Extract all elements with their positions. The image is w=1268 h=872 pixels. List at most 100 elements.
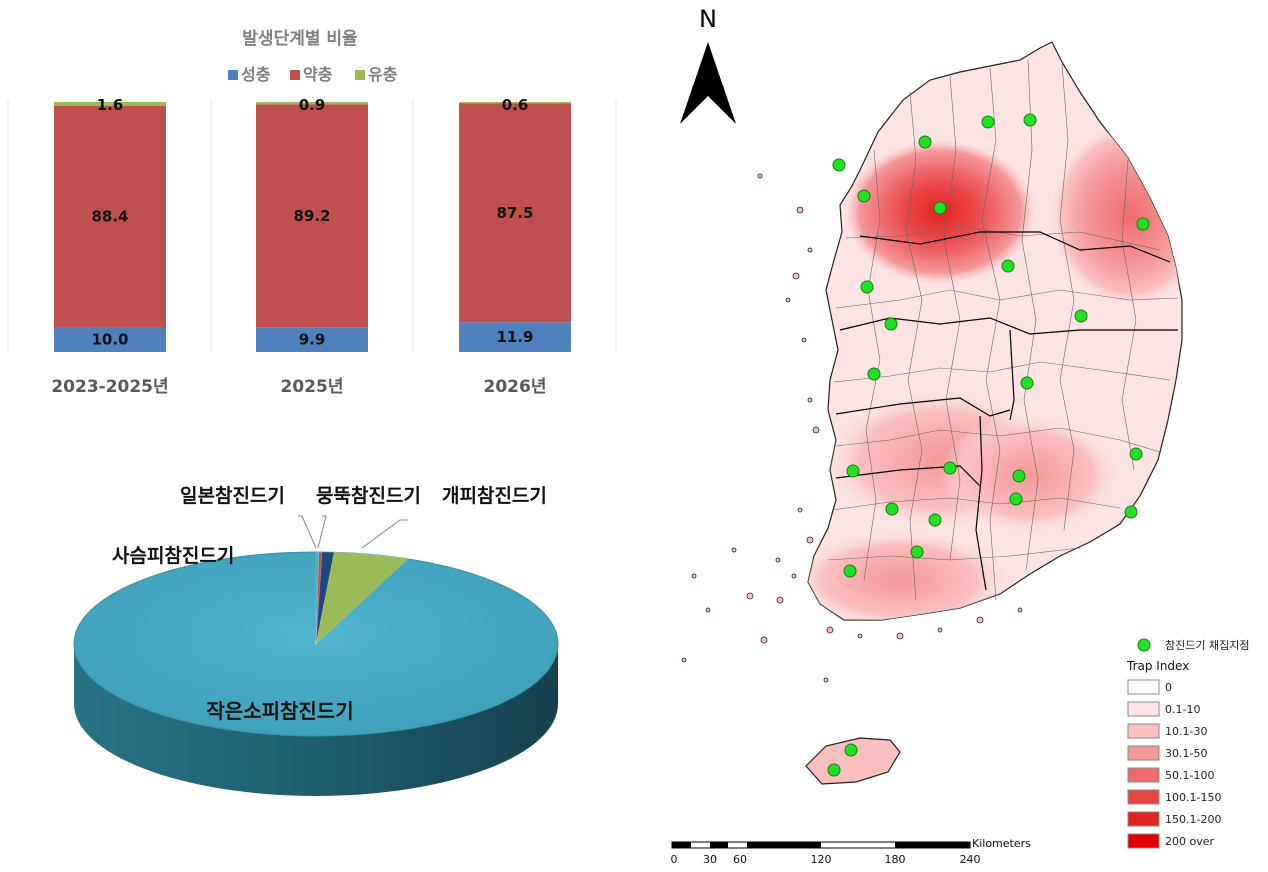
trap-index-title: Trap Index: [1126, 659, 1189, 673]
collection-site-marker: [1124, 505, 1138, 519]
species-pie-svg: 일본참진드기 뭉뚝참진드기 개피참진드기 사슴피참진드기 작은소피참진드기: [73, 485, 559, 796]
bar-data-label-1-2: 0.9: [299, 96, 326, 114]
collection-site-marker: [867, 367, 881, 381]
scale-bar: Kilometers 0 30 60 120 180 240: [671, 837, 1032, 866]
trap-index-label-5: 100.1-150: [1165, 791, 1221, 804]
korea-map-svg: N: [671, 5, 1250, 866]
heat-zone-south-central: [940, 415, 1120, 535]
trap-index-swatch-2: [1127, 723, 1160, 739]
legend-swatch-2: [355, 70, 365, 80]
scale-tick-2: 60: [733, 853, 747, 866]
legend-swatch-0: [228, 70, 238, 80]
collection-sites: [827, 113, 1150, 777]
trap-index-label-6: 150.1-200: [1165, 813, 1221, 826]
bar-chart-title: 발생단계별 비율: [242, 29, 358, 49]
bar-category-label-0: 2023-2025년: [51, 377, 168, 397]
pie-leader-line-0: [298, 515, 317, 549]
bar-category-labels: 2023-2025년 2025년 2026년: [51, 377, 546, 397]
collection-site-marker: [885, 502, 899, 516]
pie-3d: [73, 551, 559, 796]
bar-category-label-1: 2025년: [281, 377, 344, 397]
bar-segment-0-2: [54, 102, 166, 106]
scale-tick-4: 180: [885, 853, 906, 866]
pie-label-gaepi: 개피참진드기: [442, 485, 547, 507]
collection-site-marker: [843, 564, 857, 578]
collection-site-marker: [910, 545, 924, 559]
scale-tick-0: 0: [671, 853, 678, 866]
trap-index-classes: 0 0.1-10 10.1-30 30.1-50 50.1-100 100.1-150 15…: [1127, 679, 1221, 849]
pie-label-longicornis: 작은소피참진드기: [206, 699, 353, 723]
site-legend-marker: [1137, 638, 1151, 652]
trap-index-label-3: 30.1-50: [1165, 747, 1207, 760]
collection-site-marker: [846, 464, 860, 478]
pie-leader-lines: [298, 515, 408, 549]
heat-zone-south-coast: [808, 530, 1010, 620]
species-pie-chart: 일본참진드기 뭉뚝참진드기 개피참진드기 사슴피참진드기 작은소피참진드기: [0, 420, 660, 868]
bar-segment-1-0: [256, 327, 368, 352]
pie-label-japonica: 일본참진드기: [180, 485, 285, 507]
pie-leader-line-1: [317, 515, 327, 549]
bar-data-label-1-0: 9.9: [299, 331, 326, 349]
legend-label-1: 약충: [303, 65, 333, 84]
scale-tick-3: 120: [811, 853, 832, 866]
pie-slice-3: [315, 551, 335, 645]
legend-swatch-1: [290, 70, 300, 80]
collection-site-marker: [1020, 376, 1034, 390]
collection-site-marker: [981, 115, 995, 129]
bar-segment-1-1: [256, 104, 368, 328]
collection-site-marker: [884, 317, 898, 331]
province-boundaries: [835, 231, 1178, 591]
collection-site-marker: [844, 743, 858, 757]
site-legend-label: 참진드기 채집지점: [1165, 639, 1249, 652]
collection-site-marker: [933, 201, 947, 215]
collection-site-marker: [1023, 113, 1037, 127]
bar-data-label-0-1: 88.4: [91, 208, 128, 226]
stage-ratio-chart: 발생단계별 비율 성충 약충 유충 10.0 88.4 1.6 9.9 89.2 0.9 11.…: [0, 0, 660, 420]
pie-label-bluntus: 뭉뚝참진드기: [316, 485, 421, 507]
pie-slice-1: [315, 551, 320, 645]
collection-site-marker: [832, 158, 846, 172]
island-fragments: [681, 173, 1023, 683]
trap-index-swatch-3: [1127, 745, 1160, 761]
trap-index-swatch-0: [1127, 679, 1160, 695]
collection-site-marker: [1129, 447, 1143, 461]
pie-label-deer: 사슴피참진드기: [112, 545, 234, 567]
trap-index-swatch-7: [1127, 833, 1160, 849]
legend-label-2: 유충: [368, 65, 398, 84]
legend-label-0: 성충: [241, 65, 271, 84]
trap-index-label-7: 200 over: [1165, 835, 1214, 848]
collection-site-marker: [918, 135, 932, 149]
stage-ratio-svg: 발생단계별 비율 성충 약충 유충 10.0 88.4 1.6 9.9 89.2 0.9 11.…: [7, 29, 617, 397]
bar-segment-0-0: [54, 327, 166, 352]
bar-data-label-2-2: 0.6: [502, 96, 529, 114]
collection-site-marker: [928, 513, 942, 527]
trap-index-map: N: [660, 0, 1268, 868]
pie-leader-line-2: [361, 519, 408, 549]
trap-index-swatch-6: [1127, 811, 1160, 827]
trap-index-label-0: 0: [1165, 681, 1172, 694]
north-label: N: [699, 5, 717, 33]
scale-tick-1: 30: [703, 853, 717, 866]
bar-data-label-2-1: 87.5: [496, 204, 533, 222]
trap-index-label-1: 0.1-10: [1165, 703, 1200, 716]
bar-segment-2-1: [459, 103, 571, 323]
bar-data-label-1-1: 89.2: [293, 207, 330, 225]
bar-data-label-0-0: 10.0: [91, 331, 128, 349]
trap-index-swatch-4: [1127, 767, 1160, 783]
bar-marks: 10.0 88.4 1.6 9.9 89.2 0.9 11.9 87.5 0.6: [54, 96, 571, 352]
collection-site-marker: [1074, 309, 1088, 323]
bar-segment-0-1: [54, 106, 166, 327]
collection-site-marker: [943, 461, 957, 475]
bar-segment-2-2: [459, 102, 571, 104]
collection-site-marker: [860, 280, 874, 294]
trap-index-label-2: 10.1-30: [1165, 725, 1207, 738]
north-arrow-icon: N: [680, 5, 736, 124]
korea-mainland: [807, 41, 1183, 621]
pie-side-wall: [74, 644, 558, 796]
bar-category-label-2: 2026년: [484, 377, 547, 397]
bar-legend: 성충 약충 유충: [228, 65, 398, 84]
trap-index-label-4: 50.1-100: [1165, 769, 1214, 782]
collection-site-marker: [827, 763, 841, 777]
district-boundaries: [827, 59, 1179, 601]
scale-ticks: 0 30 60 120 180 240: [671, 853, 981, 866]
